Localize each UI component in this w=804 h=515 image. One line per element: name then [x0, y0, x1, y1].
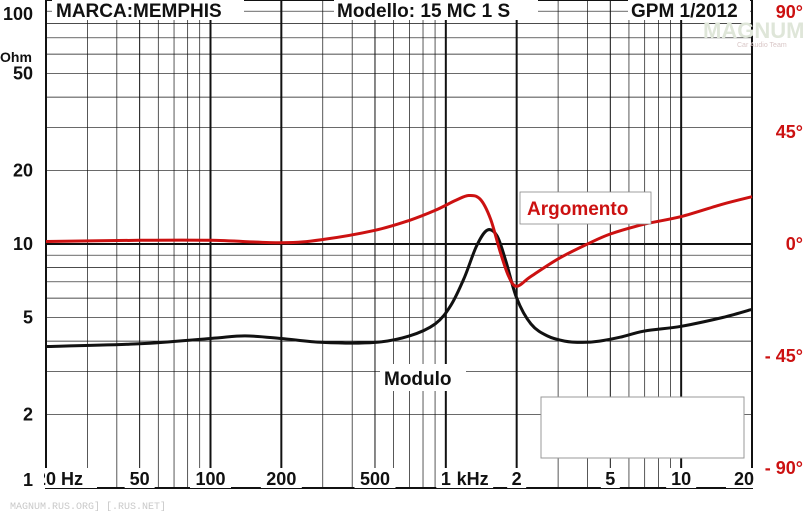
y-tick-label-bg [0, 404, 44, 424]
x-tick-label: 1 [441, 469, 451, 489]
x-tick-label-bg [452, 468, 494, 488]
y-right-tick-label: 0° [786, 234, 803, 254]
header-model-bg [334, 0, 538, 20]
x-tick-label-bg [726, 468, 756, 488]
y-tick-label: 2 [23, 405, 33, 425]
series-group [45, 193, 753, 348]
x-tick-label: 100 [195, 469, 225, 489]
x-tick-label: kHz [457, 469, 489, 489]
x-tick-label: 10 [671, 469, 691, 489]
y-tick-label: 10 [13, 234, 33, 254]
x-tick-label: 50 [130, 469, 150, 489]
y-tick-label: 1 [23, 470, 33, 490]
watermark: MAGNUM.RUS.ORG] [.RUS.NET] [10, 501, 166, 513]
y-tick-label-bg [0, 4, 44, 23]
y-tick-label-bg [0, 307, 44, 327]
x-tick-label-bg [600, 468, 620, 488]
y-right-tick-label: - 45° [765, 346, 803, 366]
y-right-tick-label: 90° [776, 2, 803, 22]
y-tick-label-bg [0, 63, 44, 83]
modulo-label: Modulo [384, 369, 452, 390]
argomento-label: Argomento [527, 199, 628, 220]
header-source: GPM 1/2012 [631, 1, 738, 22]
header-source-bg [628, 0, 750, 20]
header-brand-bg [52, 0, 244, 20]
x-tick-label: 5 [605, 469, 615, 489]
x-tick-label-bg [260, 468, 302, 488]
logo-subtext: Car Audio Team [737, 42, 787, 49]
y-tick-label-bg [0, 470, 44, 489]
plot-border [45, 0, 753, 489]
blank-box [540, 396, 745, 459]
axis-labels: 20 Hz 50 100 200 500 1 kHz 2 5 10 20 100 50 20 10 5 2 1 90… [0, 2, 803, 490]
y-tick-label: 20 [13, 161, 33, 181]
x-tick-label-bg [436, 468, 456, 488]
argomento-label-bg [519, 191, 652, 225]
x-tick-label: 200 [266, 469, 296, 489]
x-tick-label-bg [34, 468, 97, 488]
y-right-tick-label: - 90° [765, 458, 803, 478]
series-line-argomento [45, 193, 753, 288]
modulo-label-bg [380, 364, 466, 391]
y-tick-label: 5 [23, 307, 33, 327]
x-tick-label: 500 [360, 469, 390, 489]
series-line-modulo [45, 228, 753, 348]
x-tick-label: 2 [512, 469, 522, 489]
y-right-tick-label: 45° [776, 122, 803, 142]
grid-major [45, 0, 753, 489]
x-tick-label: 20 Hz [36, 469, 83, 489]
x-tick-label-bg [124, 468, 155, 488]
y-unit-label: Ohm [0, 49, 32, 65]
x-tick-label-bg [666, 468, 697, 488]
y-tick-label-bg [0, 160, 44, 180]
logo: MAGNUM [703, 18, 804, 43]
x-tick-label-bg [507, 468, 527, 488]
header-model: Modello: 15 MC 1 S [337, 1, 510, 22]
y-tick-label-bg [0, 234, 44, 253]
y-tick-label: 100 [3, 4, 33, 24]
y-tick-label: 50 [13, 63, 33, 83]
x-tick-label: 20 [734, 469, 754, 489]
x-tick-label-bg [189, 468, 231, 488]
x-tick-label-bg [354, 468, 396, 488]
header-brand: MARCA:MEMPHIS [56, 1, 222, 22]
